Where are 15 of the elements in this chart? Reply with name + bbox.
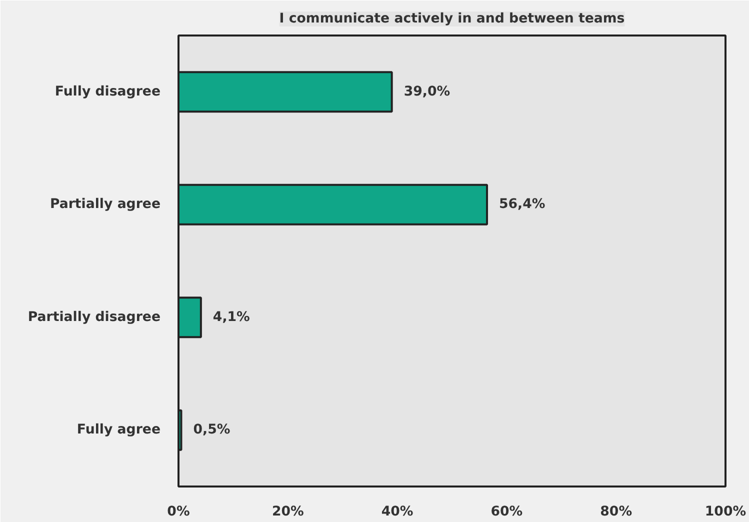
- chart-title: I communicate actively in and between teams: [279, 12, 625, 26]
- data-label: 56,4%: [499, 197, 546, 212]
- x-tick-label: 80%: [600, 504, 632, 520]
- data-label: 0,5%: [193, 422, 230, 438]
- x-tick-label: 60%: [490, 504, 523, 520]
- y-tick-label: Partially agree: [50, 197, 160, 212]
- x-tick-label: 40%: [381, 504, 414, 520]
- x-tick-label: 20%: [272, 504, 304, 520]
- data-label: 4,1%: [212, 310, 250, 325]
- y-tick-label: Fully agree: [76, 422, 161, 438]
- y-tick-label: Fully disagree: [54, 84, 160, 100]
- x-tick-label: 0%: [167, 504, 190, 520]
- x-tick-label: 100%: [704, 504, 746, 520]
- data-label: 39,0%: [404, 84, 450, 100]
- y-tick-label: Partially disagree: [28, 310, 161, 325]
